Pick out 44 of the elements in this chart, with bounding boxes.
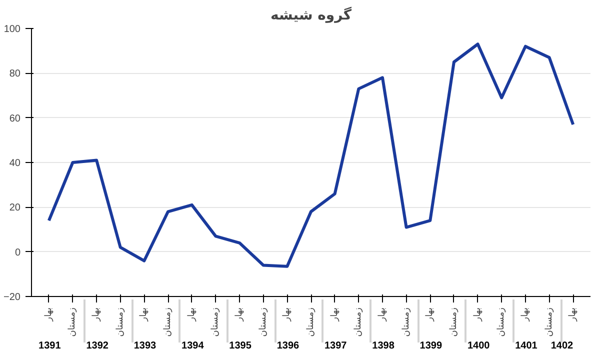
text: 1402 xyxy=(550,340,574,352)
text: 1391 xyxy=(38,340,62,352)
text: 1401 xyxy=(515,340,538,352)
x-tick-label: زمستان xyxy=(68,308,78,337)
x-tick-label: بهار xyxy=(92,307,102,322)
x-tick-label: بهار xyxy=(425,307,436,322)
y-tick-label: 20 xyxy=(9,202,21,214)
x-tick-label: زمستان xyxy=(115,308,126,337)
x-tick-label: بهار xyxy=(44,307,54,322)
x-tick-label: بهار xyxy=(377,307,388,322)
x-tick-label: زمستان xyxy=(544,308,554,337)
x-tick-label: زمستان xyxy=(306,308,316,337)
y-tick-label: 0 xyxy=(14,247,21,258)
text: 1393 xyxy=(134,340,157,352)
text: 1399 xyxy=(420,340,442,352)
text: 1396 xyxy=(276,340,300,352)
x-tick-label: بهار xyxy=(568,307,578,322)
x-tick-label: بهار xyxy=(472,307,483,322)
x-tick-label: زمستان xyxy=(210,308,221,337)
y-tick-label: 60 xyxy=(9,113,21,124)
text: 1397 xyxy=(324,340,348,352)
text: 1400 xyxy=(467,340,490,352)
x-tick-label: بهار xyxy=(520,307,530,322)
x-tick-label: زمستان xyxy=(448,308,459,337)
x-tick-label: زمستان xyxy=(258,308,268,337)
y-tick-label: 40 xyxy=(9,158,21,169)
x-tick-label: بهار xyxy=(282,307,292,322)
x-tick-label: زمستان xyxy=(496,308,507,337)
text: 1394 xyxy=(182,340,204,352)
y-tick-label: 80 xyxy=(9,68,21,80)
x-tick-label: بهار xyxy=(234,307,245,322)
text: 1392 xyxy=(86,340,109,352)
text: 1398 xyxy=(372,340,395,352)
x-tick-label: زمستان xyxy=(354,308,364,337)
text: 1395 xyxy=(229,340,252,352)
x-tick-label: بهار xyxy=(330,307,340,322)
chart-title: گروه شیشه xyxy=(270,6,352,24)
y-tick-label: 100 xyxy=(4,24,21,35)
x-tick-label: بهار xyxy=(139,307,150,322)
y-tick-label: −20 xyxy=(4,292,21,303)
line-series xyxy=(47,42,575,268)
x-tick-label: زمستان xyxy=(401,308,412,337)
x-tick-label: بهار xyxy=(186,307,197,322)
x-tick-label: زمستان xyxy=(163,308,174,337)
